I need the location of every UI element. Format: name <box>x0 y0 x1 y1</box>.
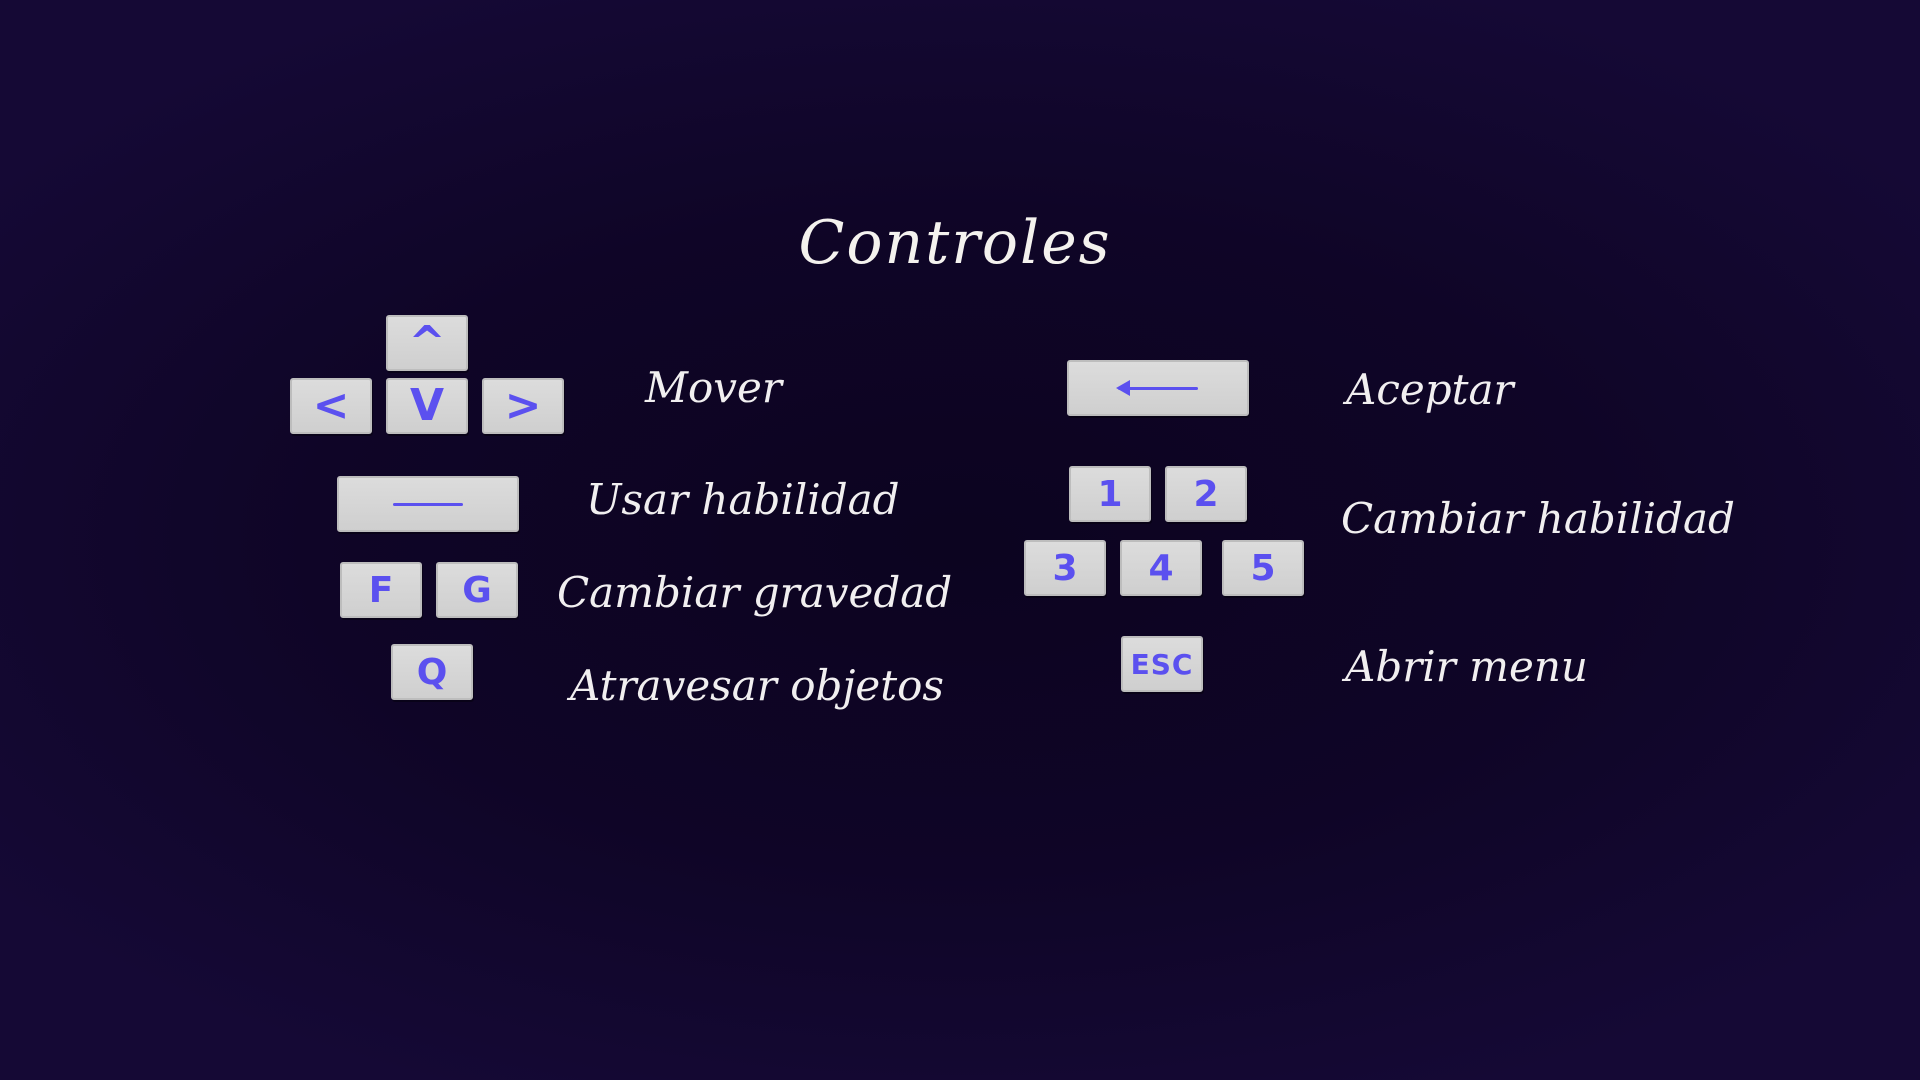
key-down-label: V <box>409 380 445 431</box>
key-5-label: 5 <box>1250 547 1276 589</box>
key-esc-label: ESC <box>1130 647 1194 681</box>
key-up-label: ^ <box>408 317 446 368</box>
key-f: F <box>340 562 422 618</box>
key-5: 5 <box>1222 540 1304 596</box>
key-f-label: F <box>368 569 394 611</box>
label-move: Mover <box>645 363 782 412</box>
key-q: Q <box>391 644 473 700</box>
key-1-label: 1 <box>1097 473 1123 515</box>
key-space <box>337 476 519 532</box>
key-4: 4 <box>1120 540 1202 596</box>
label-pass-through: Atravesar objetos <box>570 661 944 710</box>
left-arrow-icon <box>1116 379 1198 396</box>
key-q-label: Q <box>416 651 448 693</box>
label-open-menu: Abrir menu <box>1345 642 1588 691</box>
label-use-ability: Usar habilidad <box>586 475 900 524</box>
page-title: Controles <box>798 208 1112 278</box>
key-up: ^ <box>386 315 468 371</box>
key-right-label: > <box>504 380 542 431</box>
key-1: 1 <box>1069 466 1151 522</box>
key-2-label: 2 <box>1193 473 1219 515</box>
key-enter <box>1067 360 1249 416</box>
key-left-label: < <box>312 380 350 431</box>
label-change-gravity: Cambiar gravedad <box>557 568 953 617</box>
key-3: 3 <box>1024 540 1106 596</box>
key-4-label: 4 <box>1148 547 1174 589</box>
key-3-label: 3 <box>1052 547 1078 589</box>
key-down: V <box>386 378 468 434</box>
label-change-ability: Cambiar habilidad <box>1341 494 1735 543</box>
spacebar-line-icon <box>393 502 463 506</box>
key-esc: ESC <box>1121 636 1203 692</box>
key-left: < <box>290 378 372 434</box>
key-g-label: G <box>462 569 492 611</box>
key-2: 2 <box>1165 466 1247 522</box>
key-right: > <box>482 378 564 434</box>
label-accept: Aceptar <box>1346 365 1514 414</box>
key-g: G <box>436 562 518 618</box>
